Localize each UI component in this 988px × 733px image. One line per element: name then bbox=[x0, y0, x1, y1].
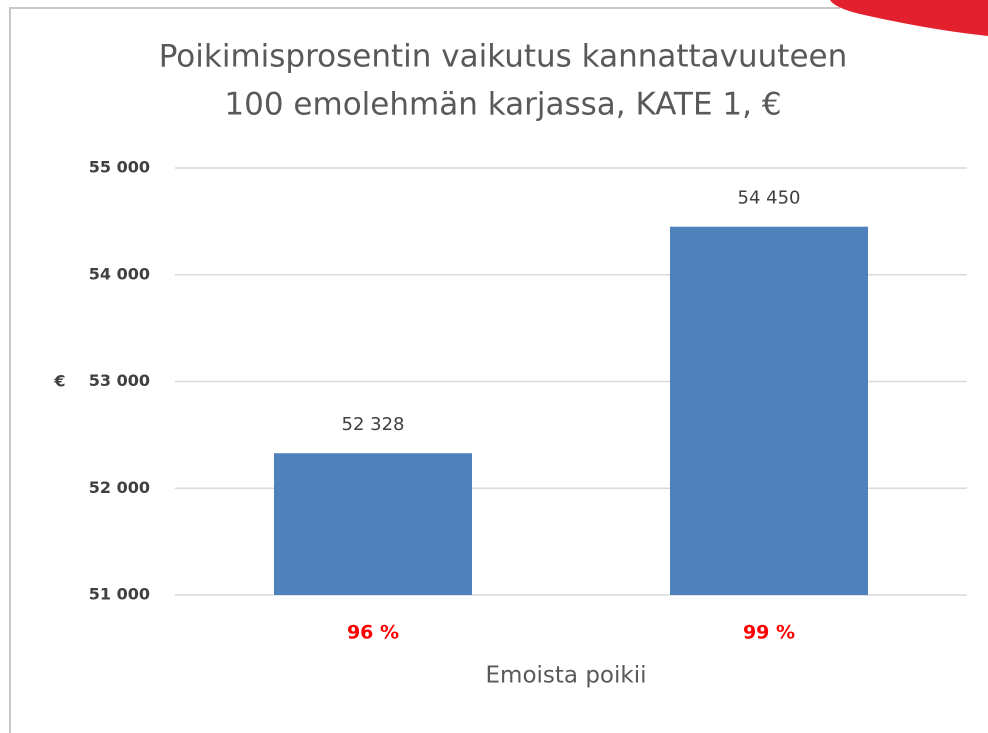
x-axis-title: Emoista poikii bbox=[486, 663, 647, 689]
data-label: 52 328 bbox=[342, 414, 405, 435]
y-tick-label: 55 000 bbox=[89, 158, 150, 177]
x-tick-label: 99 % bbox=[743, 622, 795, 644]
y-tick-label: 51 000 bbox=[89, 585, 150, 604]
decoration bbox=[830, 0, 988, 36]
chart-title: 100 emolehmän karjassa, KATE 1, € bbox=[224, 87, 781, 123]
y-tick-label: 54 000 bbox=[89, 264, 150, 283]
y-tick-label: 52 000 bbox=[89, 478, 150, 497]
y-axis-title: € bbox=[53, 372, 65, 391]
y-tick-label: 53 000 bbox=[89, 371, 150, 390]
bar bbox=[670, 226, 868, 595]
x-tick-label: 96 % bbox=[347, 622, 399, 644]
chart-title: Poikimisprosentin vaikutus kannattavuute… bbox=[159, 39, 848, 75]
frame bbox=[9, 7, 840, 733]
data-label: 54 450 bbox=[738, 188, 801, 209]
bar bbox=[274, 453, 472, 595]
